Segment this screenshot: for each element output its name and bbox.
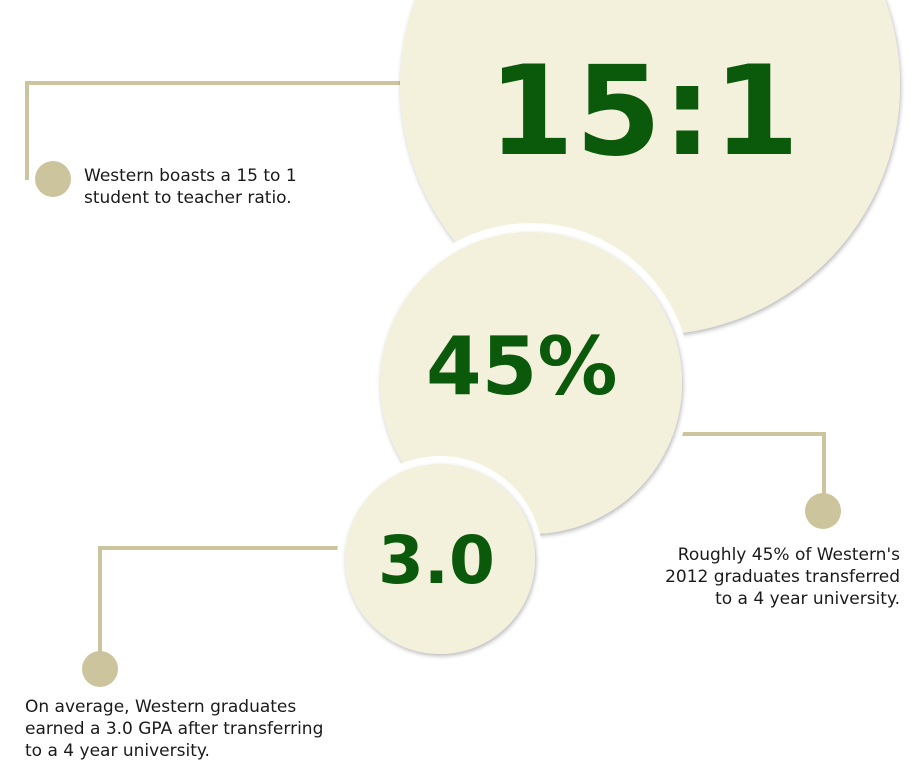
caption-ratio-line: Western boasts a 15 to 1	[84, 166, 297, 186]
caption-gpa: On average, Western graduates earned a 3…	[25, 696, 323, 762]
caption-gpa-line: On average, Western graduates	[25, 697, 297, 717]
stat-value-ratio: 15:1	[488, 40, 801, 184]
stat-circle-gpa	[345, 464, 535, 654]
caption-transfer: Roughly 45% of Western's 2012 graduates …	[665, 544, 900, 610]
stat-value-gpa: 3.0	[378, 522, 495, 599]
caption-transfer-line: Roughly 45% of Western's	[677, 545, 900, 565]
caption-ratio: Western boasts a 15 to 1 student to teac…	[84, 165, 297, 209]
stat-value-transfer: 45%	[426, 320, 618, 413]
caption-gpa-line: to a 4 year university.	[25, 741, 210, 761]
connector-dot-gpa	[82, 651, 118, 687]
connector-line-gpa	[98, 546, 348, 660]
connector-line-ratio	[25, 81, 400, 180]
connector-dot-transfer	[805, 493, 841, 529]
connector-line-transfer	[672, 432, 826, 500]
caption-gpa-line: earned a 3.0 GPA after transferring	[25, 719, 324, 739]
caption-transfer-line: 2012 graduates transferred	[665, 567, 900, 587]
connector-dot-ratio	[35, 161, 71, 197]
caption-transfer-line: to a 4 year university.	[715, 589, 900, 609]
caption-ratio-line: student to teacher ratio.	[84, 188, 292, 208]
